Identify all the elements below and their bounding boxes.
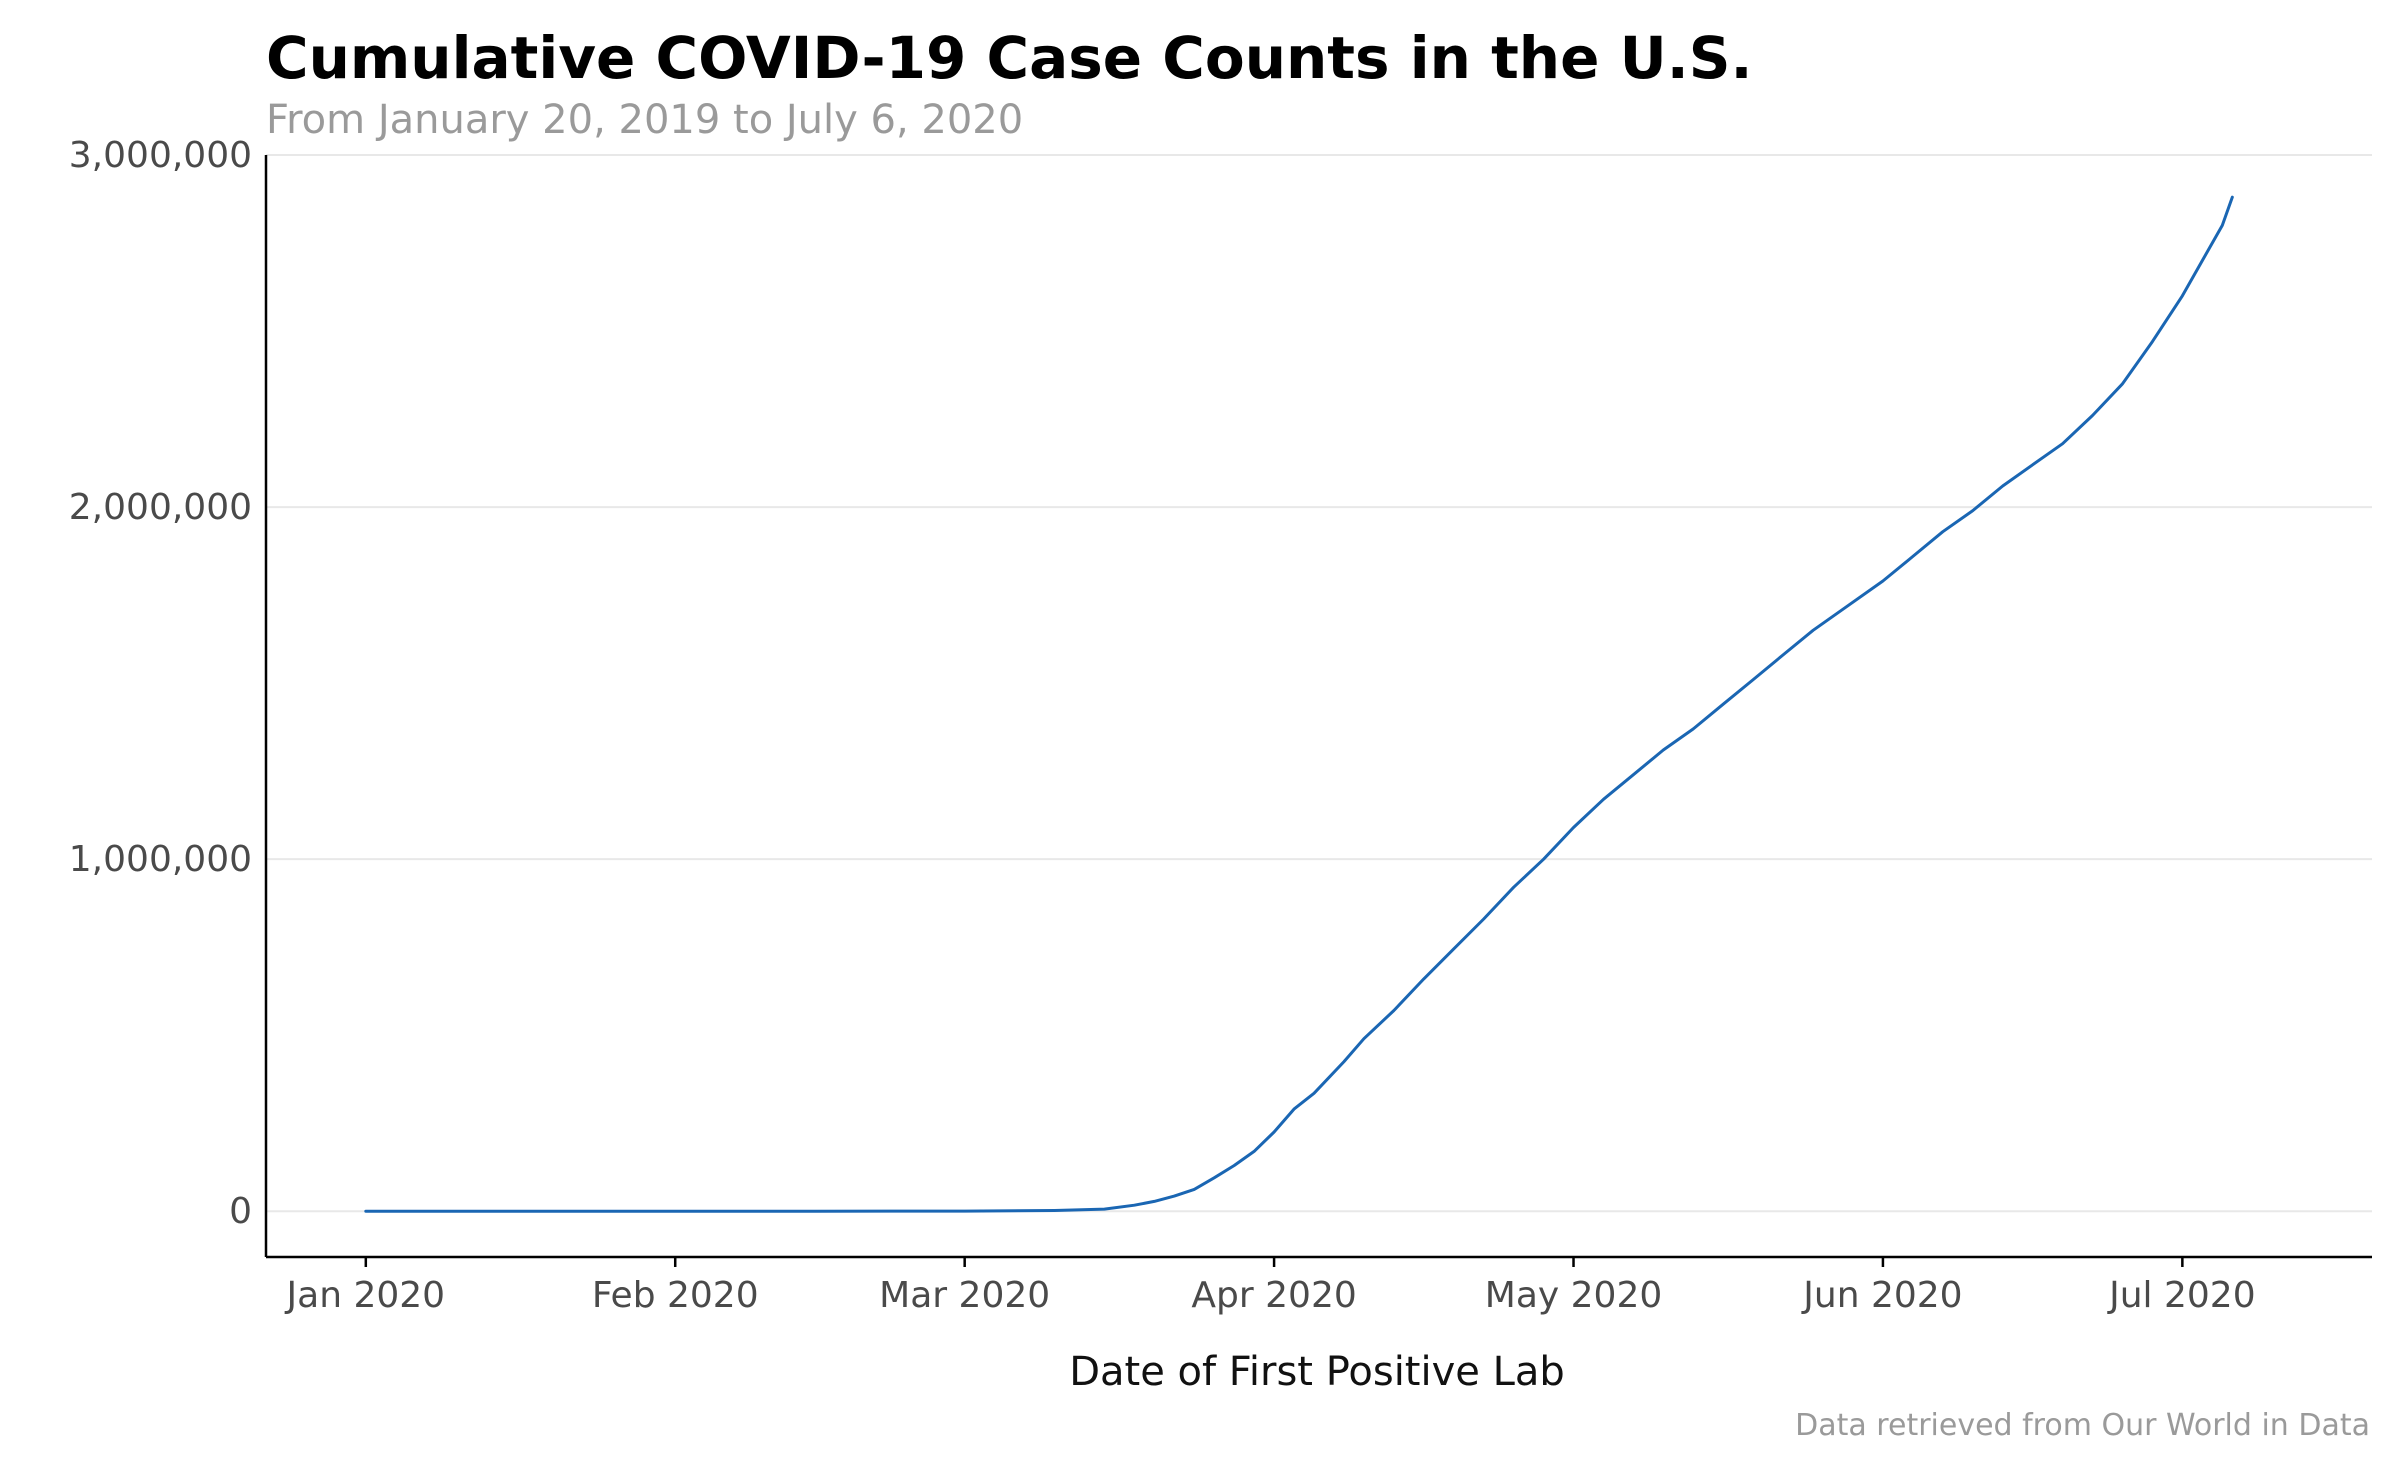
x-tick-label: Mar 2020 — [879, 1275, 1050, 1316]
y-tick-label: 1,000,000 — [69, 839, 252, 880]
y-axis-ticks: 0 1,000,000 2,000,000 3,000,000 — [69, 135, 252, 1232]
y-tick-label: 0 — [229, 1191, 252, 1232]
x-tick-label: Jan 2020 — [285, 1275, 446, 1316]
chart-caption: Data retrieved from Our World in Data — [1795, 1408, 2370, 1443]
chart-subtitle: From January 20, 2019 to July 6, 2020 — [266, 97, 1023, 143]
y-tick-label: 3,000,000 — [69, 135, 252, 176]
x-axis-ticks: Jan 2020 Feb 2020 Mar 2020 Apr 2020 May 2020… — [285, 1257, 2256, 1316]
x-tick-label: Jun 2020 — [1801, 1275, 1962, 1316]
x-tick-label: Feb 2020 — [592, 1275, 759, 1316]
gridlines — [266, 154, 2372, 1213]
series-line — [364, 195, 2234, 1213]
y-tick-label: 2,000,000 — [69, 487, 252, 528]
x-tick-label: May 2020 — [1485, 1275, 1663, 1316]
x-tick-label: Jul 2020 — [2107, 1275, 2256, 1316]
chart-title: Cumulative COVID-19 Case Counts in the U… — [266, 24, 1753, 92]
x-axis-label: Date of First Positive Lab — [1069, 1349, 1565, 1395]
x-tick-label: Apr 2020 — [1191, 1275, 1356, 1316]
